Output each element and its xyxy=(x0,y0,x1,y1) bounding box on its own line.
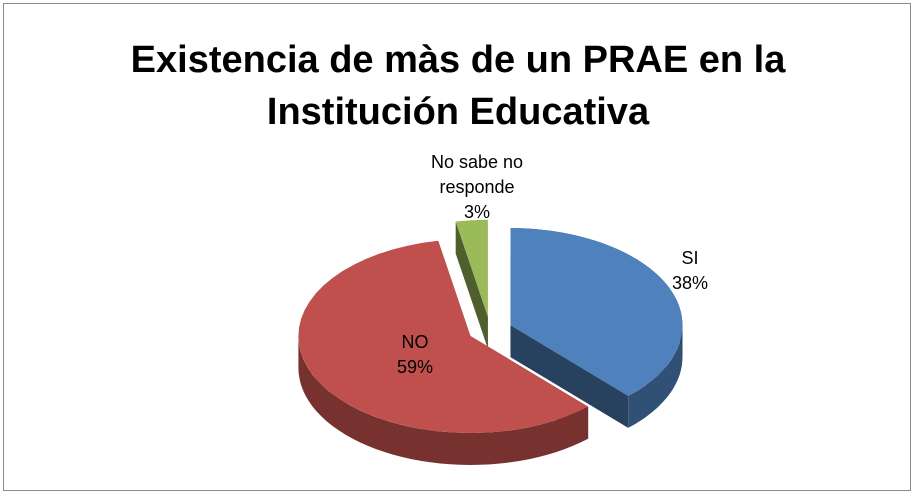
slice xyxy=(510,228,683,396)
data-label: NO 59% xyxy=(355,330,475,380)
slice-wall xyxy=(455,221,488,349)
slice-wall xyxy=(510,325,629,428)
chart-frame xyxy=(3,3,911,491)
data-label: SI 38% xyxy=(630,246,750,296)
value-label: 38% xyxy=(671,273,709,293)
value-label: 3% xyxy=(463,202,490,222)
slice-side xyxy=(298,336,589,465)
category-label: SI xyxy=(681,248,699,268)
value-label: 59% xyxy=(396,357,434,377)
slice-side xyxy=(628,325,683,428)
slice xyxy=(298,240,589,433)
chart-title: Existencia de màs de un PRAE en la Insti… xyxy=(130,39,786,133)
data-label: No sabe no responde 3% xyxy=(422,150,532,225)
category-label: NO xyxy=(401,332,429,352)
slice xyxy=(455,219,488,317)
category-label: No sabe no responde xyxy=(430,152,524,197)
